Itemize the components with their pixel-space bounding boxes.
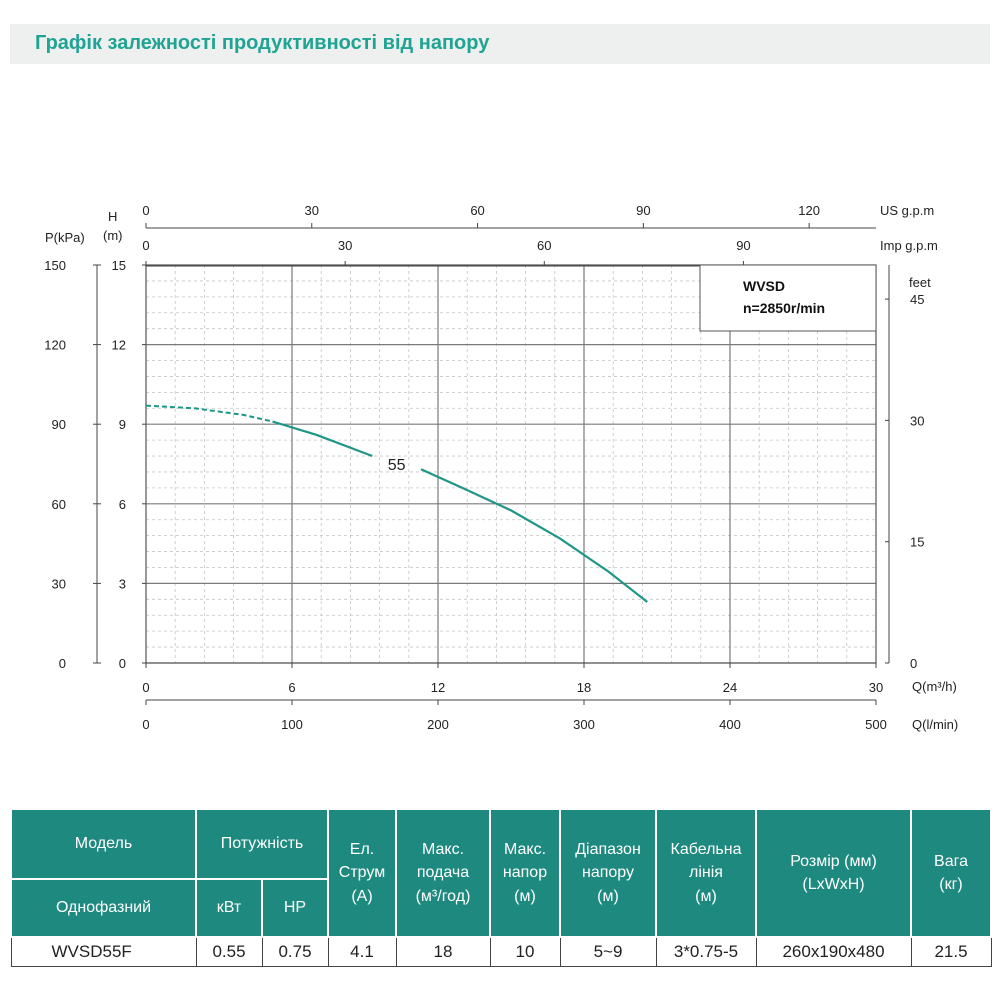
x-lmin-label: Q(l/min) bbox=[912, 717, 958, 732]
header-hp: HP bbox=[261, 878, 329, 938]
y-pressure-label: P(kPa) bbox=[45, 230, 85, 245]
tick-label-q-lmin: 300 bbox=[573, 717, 595, 732]
tick-label-impgpm: 60 bbox=[537, 238, 551, 253]
header-power: Потужність bbox=[195, 808, 329, 880]
tick-label-head: 3 bbox=[119, 576, 126, 591]
curve-dashed bbox=[145, 404, 273, 423]
tick-label-q-m3h: 0 bbox=[142, 680, 149, 695]
cell-weight: 21.5 bbox=[910, 936, 992, 967]
model-box: WVSD n=2850r/min bbox=[699, 264, 877, 332]
curve-solid-2 bbox=[420, 468, 648, 603]
title-bar: Графік залежності продуктивності від нап… bbox=[10, 24, 990, 64]
tick-label-usgpm: 30 bbox=[305, 203, 319, 218]
cell-current: 4.1 bbox=[327, 936, 397, 967]
tick-label-usgpm: 60 bbox=[470, 203, 484, 218]
tick-label-feet: 30 bbox=[910, 413, 924, 428]
x-impgpm-label: Imp g.p.m bbox=[880, 238, 938, 253]
tick-label-q-lmin: 400 bbox=[719, 717, 741, 732]
y-feet-label: feet bbox=[909, 275, 931, 290]
y-head-label-1: H bbox=[108, 209, 117, 224]
tick-label-head: 12 bbox=[112, 338, 126, 353]
tick-label-impgpm: 90 bbox=[736, 238, 750, 253]
header-max-flow: Макс. подача (м³/год) bbox=[395, 808, 491, 938]
tick-label-pressure: 120 bbox=[44, 338, 66, 353]
model-box-speed: n=2850r/min bbox=[743, 300, 825, 316]
header-cable: Кабельна лінія (м) bbox=[655, 808, 757, 938]
cell-head-range: 5~9 bbox=[559, 936, 657, 967]
cell-cable: 3*0.75-5 bbox=[655, 936, 757, 967]
axes bbox=[96, 227, 890, 701]
tick-label-head: 0 bbox=[119, 656, 126, 671]
tick-label-head: 15 bbox=[112, 258, 126, 273]
model-box-name: WVSD bbox=[743, 278, 785, 294]
tick-label-impgpm: 0 bbox=[142, 238, 149, 253]
curve-solid bbox=[272, 420, 373, 458]
table-row: WVSD55F 0.55 0.75 4.1 18 10 5~9 3*0.75-5… bbox=[10, 936, 992, 967]
cell-size: 260x190x480 bbox=[755, 936, 912, 967]
header-kw: кВт bbox=[195, 878, 263, 938]
tick-label-pressure: 60 bbox=[52, 497, 66, 512]
tick-label-feet: 0 bbox=[910, 656, 917, 671]
header-size: Розмір (мм) (LxWxH) bbox=[755, 808, 912, 938]
header-model: Модель bbox=[10, 808, 197, 880]
page-title: Графік залежності продуктивності від нап… bbox=[35, 32, 490, 54]
tick-label-pressure: 90 bbox=[52, 417, 66, 432]
tick-label-feet: 45 bbox=[910, 292, 924, 307]
curve-label-55: 55 bbox=[388, 457, 406, 474]
x-usgpm-label: US g.p.m bbox=[880, 203, 934, 218]
tick-label-q-lmin: 200 bbox=[427, 717, 449, 732]
tick-label-q-m3h: 30 bbox=[869, 680, 883, 695]
cell-max-flow: 18 bbox=[395, 936, 491, 967]
cell-max-head: 10 bbox=[489, 936, 561, 967]
table-header-row-2: Однофазний кВт HP bbox=[10, 878, 991, 938]
tick-label-usgpm: 120 bbox=[798, 203, 820, 218]
tick-label-q-lmin: 500 bbox=[865, 717, 887, 732]
tick-label-pressure: 150 bbox=[44, 258, 66, 273]
spec-table: Модель Потужність Ел. Струм (A) Макс. по… bbox=[10, 808, 992, 967]
tick-label-q-m3h: 6 bbox=[288, 680, 295, 695]
tick-label-feet: 15 bbox=[910, 535, 924, 550]
tick-label-pressure: 0 bbox=[59, 656, 66, 671]
header-current: Ел. Струм (A) bbox=[327, 808, 397, 938]
tick-label-q-m3h: 18 bbox=[577, 680, 591, 695]
model-box-frame bbox=[699, 264, 877, 332]
tick-label-q-lmin: 100 bbox=[281, 717, 303, 732]
x-main-label: Q(m³/h) bbox=[912, 679, 957, 694]
tick-label-usgpm: 0 bbox=[142, 203, 149, 218]
y-head-label-2: (m) bbox=[103, 228, 123, 243]
cell-kw: 0.55 bbox=[195, 936, 263, 967]
header-phase: Однофазний bbox=[10, 878, 197, 938]
tick-label-head: 6 bbox=[119, 497, 126, 512]
tick-label-head: 9 bbox=[119, 417, 126, 432]
header-max-head: Макс. напор (м) bbox=[489, 808, 561, 938]
curve-group: 55 bbox=[145, 404, 648, 603]
tick-label-q-m3h: 12 bbox=[431, 680, 445, 695]
tick-label-impgpm: 30 bbox=[338, 238, 352, 253]
header-weight: Вага (кг) bbox=[910, 808, 992, 938]
tick-label-q-lmin: 0 bbox=[142, 717, 149, 732]
tick-label-q-m3h: 24 bbox=[723, 680, 737, 695]
header-head-range: Діапазон напору (м) bbox=[559, 808, 657, 938]
table-header-row-1: Модель Потужність Ел. Струм (A) Макс. по… bbox=[10, 808, 992, 938]
cell-model: WVSD55F bbox=[10, 936, 197, 967]
tick-label-pressure: 30 bbox=[52, 576, 66, 591]
tick-label-usgpm: 90 bbox=[636, 203, 650, 218]
cell-hp: 0.75 bbox=[261, 936, 329, 967]
